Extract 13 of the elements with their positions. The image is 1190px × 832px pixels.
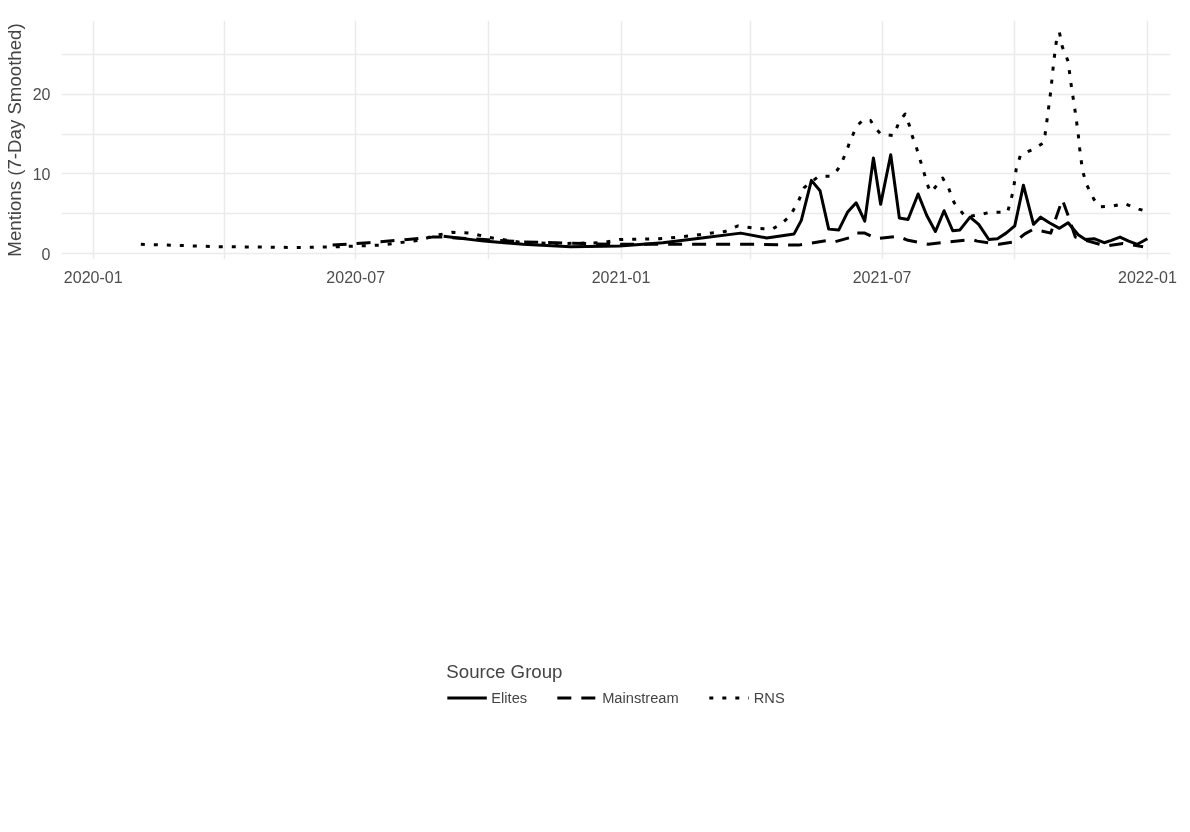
x-tick-label: 2021-01 <box>591 268 651 286</box>
x-tick-label: 2020-07 <box>326 268 386 286</box>
legend-label: Elites <box>491 689 528 705</box>
legend-title: Source Group <box>446 660 564 682</box>
x-tick-label: 2020-01 <box>63 268 123 286</box>
legend-label: Mainstream <box>602 689 679 705</box>
y-tick-label: 0 <box>41 245 51 263</box>
y-tick-label: 10 <box>32 165 51 183</box>
x-tick-label: 2022-01 <box>1118 268 1177 286</box>
y-axis-title: Mentions (7-Day Smoothed) <box>3 23 25 257</box>
y-tick-label: 20 <box>32 86 51 104</box>
legend-label: RNS <box>753 689 785 705</box>
x-tick-label: 2021-07 <box>852 268 912 286</box>
